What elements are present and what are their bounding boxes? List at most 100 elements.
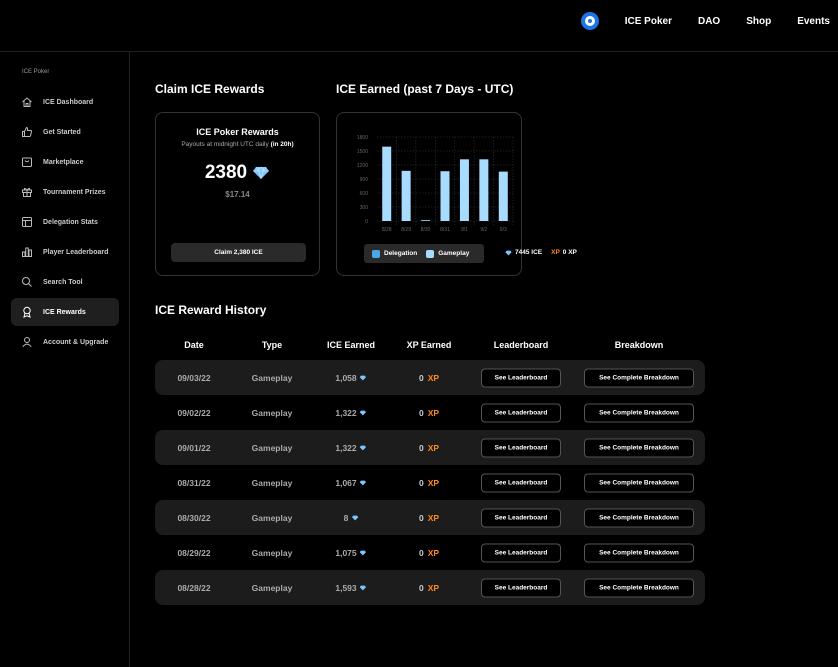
see-leaderboard-button[interactable]: See Leaderboard: [481, 473, 561, 492]
row-type: Gameplay: [251, 547, 293, 558]
sidebar-item-tournament-prizes[interactable]: Tournament Prizes: [11, 178, 119, 206]
sidebar: ICE Poker ICE Dashboard Get Started Mark…: [0, 52, 130, 667]
sidebar-item-label: ICE Dashboard: [43, 98, 94, 106]
row-ice-earned: 1,322: [335, 407, 367, 418]
see-complete-breakdown-button[interactable]: See Complete Breakdown: [584, 578, 694, 597]
nav-shop[interactable]: Shop: [746, 15, 772, 27]
claim-card: ICE Poker Rewards Payouts at midnight UT…: [155, 112, 320, 276]
row-ice-value: 1,322: [335, 407, 357, 418]
col-date: Date: [184, 340, 204, 350]
xp-badge: XP: [427, 582, 440, 593]
payout-text: Payouts at midnight UTC daily (in 20h): [156, 141, 319, 148]
sidebar-item-ice-rewards[interactable]: ICE Rewards: [11, 298, 119, 326]
see-complete-breakdown-button[interactable]: See Complete Breakdown: [584, 473, 694, 492]
xp-badge: XP: [427, 512, 440, 523]
row-ice-earned: 1,075: [335, 548, 367, 558]
table-row: 08/30/22 Gameplay 8 0 XP See Leaderboard See C…: [155, 500, 705, 535]
y-tick-label: 600: [360, 191, 369, 197]
sidebar-item-ice-dashboard[interactable]: ICE Dashboard: [11, 88, 119, 116]
claim-section-title: Claim ICE Rewards: [155, 82, 265, 96]
see-complete-breakdown-button[interactable]: See Complete Breakdown: [584, 438, 694, 457]
ice-earned-chart-card: 0 300 600 900 1200 1500 1800 8/28 8/29 8/30 8/31 9/…: [336, 112, 577, 276]
see-complete-breakdown-button[interactable]: See Complete Breakdown: [584, 508, 694, 527]
bar-chart-icon: [22, 247, 32, 257]
see-complete-breakdown-button[interactable]: See Complete Breakdown: [584, 403, 694, 422]
sidebar-item-search-tool[interactable]: Search Tool: [11, 268, 119, 296]
sidebar-item-account-upgrade[interactable]: Account & Upgrade: [11, 328, 119, 356]
sidebar-item-label: Account & Upgrade: [43, 338, 109, 346]
xp-badge: XP: [427, 477, 440, 488]
see-leaderboard-button[interactable]: See Leaderboard: [481, 543, 561, 562]
row-date: 09/03/22: [177, 372, 211, 383]
row-type: Gameplay: [251, 512, 293, 523]
chart-bar: [479, 159, 489, 221]
decentral-games-logo-icon[interactable]: [580, 12, 599, 30]
diamond-icon: [253, 166, 270, 180]
nav-ice-poker[interactable]: ICE Poker: [624, 15, 672, 27]
home-icon: [22, 97, 32, 107]
row-xp-value: 0: [418, 372, 424, 383]
table-row: 09/03/22 Gameplay 1,058 0 XP See Leaderboard S…: [155, 360, 705, 395]
table-row: 09/01/22 Gameplay 1,322 0 XP See Leaderboard S…: [155, 430, 705, 465]
row-date: 09/01/22: [177, 442, 211, 453]
row-type: Gameplay: [251, 582, 293, 593]
row-date: 08/28/22: [177, 582, 211, 593]
claim-amount-row: 2380: [156, 162, 319, 184]
earned-section-title: ICE Earned (past 7 Days - UTC): [336, 82, 514, 96]
total-xp: 0 XP: [562, 249, 577, 256]
see-leaderboard-button[interactable]: See Leaderboard: [481, 403, 561, 422]
row-date: 08/29/22: [177, 547, 211, 558]
claim-ice-button[interactable]: Claim 2,380 ICE: [171, 243, 306, 262]
row-xp-value: 0: [418, 512, 424, 523]
xp-badge: XP: [427, 442, 440, 453]
table-row: 08/31/22 Gameplay 1,067 0 XP See Leaderboard S…: [155, 465, 705, 500]
top-nav: ICE Poker DAO Shop Events: [580, 0, 838, 42]
row-ice-value: 1,067: [335, 477, 357, 488]
sidebar-item-get-started[interactable]: Get Started: [11, 118, 119, 146]
sidebar-item-player-leaderboard[interactable]: Player Leaderboard: [11, 238, 119, 266]
col-ice-earned: ICE Earned: [326, 340, 376, 350]
row-type: Gameplay: [251, 372, 293, 383]
diamond-icon: [360, 410, 367, 415]
row-xp-value: 0: [418, 477, 424, 488]
y-tick-label: 1200: [357, 163, 368, 169]
claim-usd-value: $17.14: [225, 190, 250, 199]
row-xp-earned: 0 XP: [419, 478, 439, 488]
row-xp-value: 0: [418, 407, 424, 418]
row-xp-earned: 0 XP: [419, 373, 439, 383]
see-leaderboard-button[interactable]: See Leaderboard: [481, 508, 561, 527]
diamond-icon: [360, 585, 367, 590]
row-xp-value: 0: [418, 547, 424, 558]
diamond-icon: [360, 480, 367, 485]
see-leaderboard-button[interactable]: See Leaderboard: [481, 578, 561, 597]
see-complete-breakdown-button[interactable]: See Complete Breakdown: [584, 368, 694, 387]
row-ice-earned: 1,593: [335, 583, 367, 593]
see-complete-breakdown-button[interactable]: See Complete Breakdown: [584, 543, 694, 562]
gift-icon: [22, 187, 32, 197]
user-icon: [22, 337, 32, 348]
sidebar-item-label: Marketplace: [43, 158, 84, 166]
sidebar-item-delegation-stats[interactable]: Delegation Stats: [11, 208, 119, 236]
top-bar: ICE Poker DAO Shop Events: [0, 0, 838, 52]
sidebar-heading: ICE Poker: [22, 69, 50, 75]
col-leaderboard: Leaderboard: [493, 340, 549, 350]
chart-bar: [421, 220, 431, 221]
x-tick-label: 8/29: [401, 227, 411, 233]
col-xp-earned: XP Earned: [406, 340, 452, 350]
claim-amount: 2380: [204, 162, 248, 183]
row-xp-earned: 0 XP: [419, 548, 439, 558]
nav-dao[interactable]: DAO: [697, 15, 721, 27]
sidebar-item-label: Search Tool: [43, 278, 83, 286]
row-xp-earned: 0 XP: [419, 513, 439, 523]
table-icon: [22, 217, 32, 227]
history-section-title: ICE Reward History: [155, 303, 267, 317]
row-ice-value: 8: [343, 512, 349, 523]
see-leaderboard-button[interactable]: See Leaderboard: [481, 438, 561, 457]
shopping-bag-icon: [22, 157, 32, 167]
xp-badge: XP: [551, 249, 560, 256]
nav-events[interactable]: Events: [797, 15, 830, 27]
total-ice: 7445 ICE: [515, 249, 543, 256]
x-tick-label: 9/2: [480, 227, 487, 233]
sidebar-item-marketplace[interactable]: Marketplace: [11, 148, 119, 176]
see-leaderboard-button[interactable]: See Leaderboard: [481, 368, 561, 387]
